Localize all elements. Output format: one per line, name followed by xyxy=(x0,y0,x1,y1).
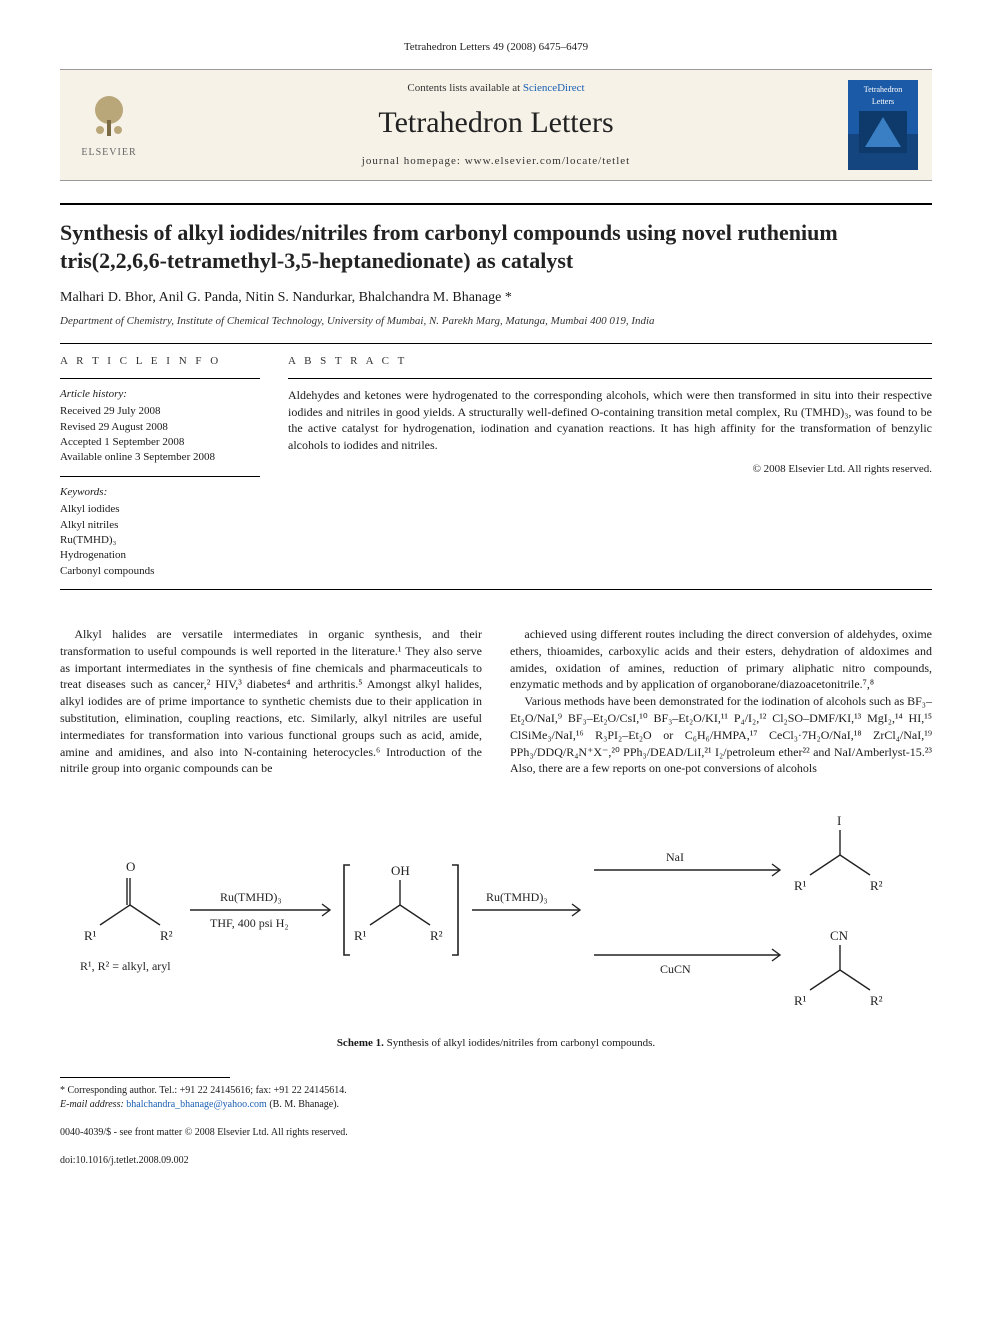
contents-prefix: Contents lists available at xyxy=(407,82,522,94)
article-info-heading: A R T I C L E I N F O xyxy=(60,354,260,369)
body-paragraph-3: Various methods have been demonstrated f… xyxy=(510,693,932,777)
scheme-label-R1: R¹ xyxy=(84,928,97,943)
scheme-caption-text: Synthesis of alkyl iodides/nitriles from… xyxy=(384,1037,655,1049)
affiliation: Department of Chemistry, Institute of Ch… xyxy=(60,314,932,329)
abstract-heading: A B S T R A C T xyxy=(288,354,932,369)
article-info-column: A R T I C L E I N F O Article history: R… xyxy=(60,354,260,579)
email-line: E-mail address: bhalchandra_bhanage@yaho… xyxy=(60,1098,932,1112)
scheme-1: O R¹ R² R¹, R² = alkyl, aryl Ru(TMHD)₃ T… xyxy=(60,805,932,1051)
cover-graphic-icon xyxy=(855,107,911,157)
scheme-prod-bottom-R1: R¹ xyxy=(794,993,807,1008)
elsevier-tree-icon xyxy=(84,90,134,146)
body-paragraph-2: achieved using different routes includin… xyxy=(510,626,932,693)
scheme-arrow2-top: Ru(TMHD)₃ xyxy=(486,890,548,904)
scheme-mid-R2: R² xyxy=(430,928,443,943)
article-history-label: Article history: xyxy=(60,387,260,402)
info-abstract-row: A R T I C L E I N F O Article history: R… xyxy=(60,354,932,579)
corresponding-email-link[interactable]: bhalchandra_bhanage@yahoo.com xyxy=(126,1099,267,1110)
thin-rule-top xyxy=(60,343,932,344)
scheme-label-O: O xyxy=(126,859,135,874)
thin-rule-bottom xyxy=(60,589,932,590)
scheme-caption: Scheme 1. Synthesis of alkyl iodides/nit… xyxy=(60,1036,932,1051)
masthead-center: Contents lists available at ScienceDirec… xyxy=(144,81,848,170)
publisher-logo: ELSEVIER xyxy=(74,85,144,165)
abstract-rule xyxy=(288,378,932,379)
scheme-mid-R1: R¹ xyxy=(354,928,367,943)
info-rule xyxy=(60,378,260,379)
scheme-arrow1-bottom: THF, 400 psi H₂ xyxy=(210,916,289,930)
scheme-label-R2: R² xyxy=(160,928,173,943)
body-paragraph-1: Alkyl halides are versatile intermediate… xyxy=(60,626,482,777)
journal-homepage-line: journal homepage: www.elsevier.com/locat… xyxy=(144,154,848,169)
scheme-prod-top-R1: R¹ xyxy=(794,878,807,893)
footnotes: * Corresponding author. Tel.: +91 22 241… xyxy=(60,1084,932,1112)
keyword: Alkyl nitriles xyxy=(60,518,260,533)
section-rule xyxy=(60,203,932,205)
received-date: Received 29 July 2008 xyxy=(60,404,260,419)
abstract-column: A B S T R A C T Aldehydes and ketones we… xyxy=(288,354,932,579)
scheme-branch-top-label: NaI xyxy=(666,850,684,864)
front-matter-line: 0040-4039/$ - see front matter © 2008 El… xyxy=(60,1126,932,1140)
publisher-name: ELSEVIER xyxy=(81,146,136,160)
email-suffix: (B. M. Bhanage). xyxy=(267,1099,339,1110)
online-date: Available online 3 September 2008 xyxy=(60,450,260,465)
accepted-date: Accepted 1 September 2008 xyxy=(60,435,260,450)
journal-cover-thumbnail: Tetrahedron Letters xyxy=(848,80,918,170)
body-text: Alkyl halides are versatile intermediate… xyxy=(60,626,932,777)
info-rule-2 xyxy=(60,476,260,477)
article-title: Synthesis of alkyl iodides/nitriles from… xyxy=(60,219,932,274)
scheme-prod-bottom-R2: R² xyxy=(870,993,883,1008)
keyword: Alkyl iodides xyxy=(60,502,260,517)
revised-date: Revised 29 August 2008 xyxy=(60,420,260,435)
keyword: Carbonyl compounds xyxy=(60,564,260,579)
homepage-url: www.elsevier.com/locate/tetlet xyxy=(465,155,631,167)
scheme-label-OH: OH xyxy=(391,863,410,878)
scheme-svg: O R¹ R² R¹, R² = alkyl, aryl Ru(TMHD)₃ T… xyxy=(60,805,932,1025)
journal-masthead: ELSEVIER Contents lists available at Sci… xyxy=(60,69,932,181)
cover-title: Tetrahedron Letters xyxy=(852,84,914,106)
doi-line: doi:10.1016/j.tetlet.2008.09.002 xyxy=(60,1154,932,1168)
author-list: Malhari D. Bhor, Anil G. Panda, Nitin S.… xyxy=(60,288,932,308)
abstract-copyright: © 2008 Elsevier Ltd. All rights reserved… xyxy=(288,462,932,477)
scheme-arrow1-top: Ru(TMHD)₃ xyxy=(220,890,282,904)
keyword: Ru(TMHD)₃ xyxy=(60,533,260,548)
scheme-caption-label: Scheme 1. xyxy=(337,1037,384,1049)
contents-available-line: Contents lists available at ScienceDirec… xyxy=(144,81,848,96)
running-head: Tetrahedron Letters 49 (2008) 6475–6479 xyxy=(60,40,932,55)
scheme-substituent-note: R¹, R² = alkyl, aryl xyxy=(80,959,171,973)
scheme-prod-top-I: I xyxy=(837,813,841,828)
sciencedirect-link[interactable]: ScienceDirect xyxy=(523,82,585,94)
journal-title: Tetrahedron Letters xyxy=(144,102,848,144)
scheme-prod-top-R2: R² xyxy=(870,878,883,893)
scheme-branch-bottom-label: CuCN xyxy=(660,962,691,976)
abstract-text: Aldehydes and ketones were hydrogenated … xyxy=(288,387,932,454)
corresponding-author-note: * Corresponding author. Tel.: +91 22 241… xyxy=(60,1084,932,1098)
homepage-prefix: journal homepage: xyxy=(362,155,465,167)
keywords-label: Keywords: xyxy=(60,485,260,500)
keyword: Hydrogenation xyxy=(60,548,260,563)
footnote-separator xyxy=(60,1077,230,1078)
email-label: E-mail address: xyxy=(60,1099,126,1110)
scheme-prod-bottom-CN: CN xyxy=(830,928,849,943)
